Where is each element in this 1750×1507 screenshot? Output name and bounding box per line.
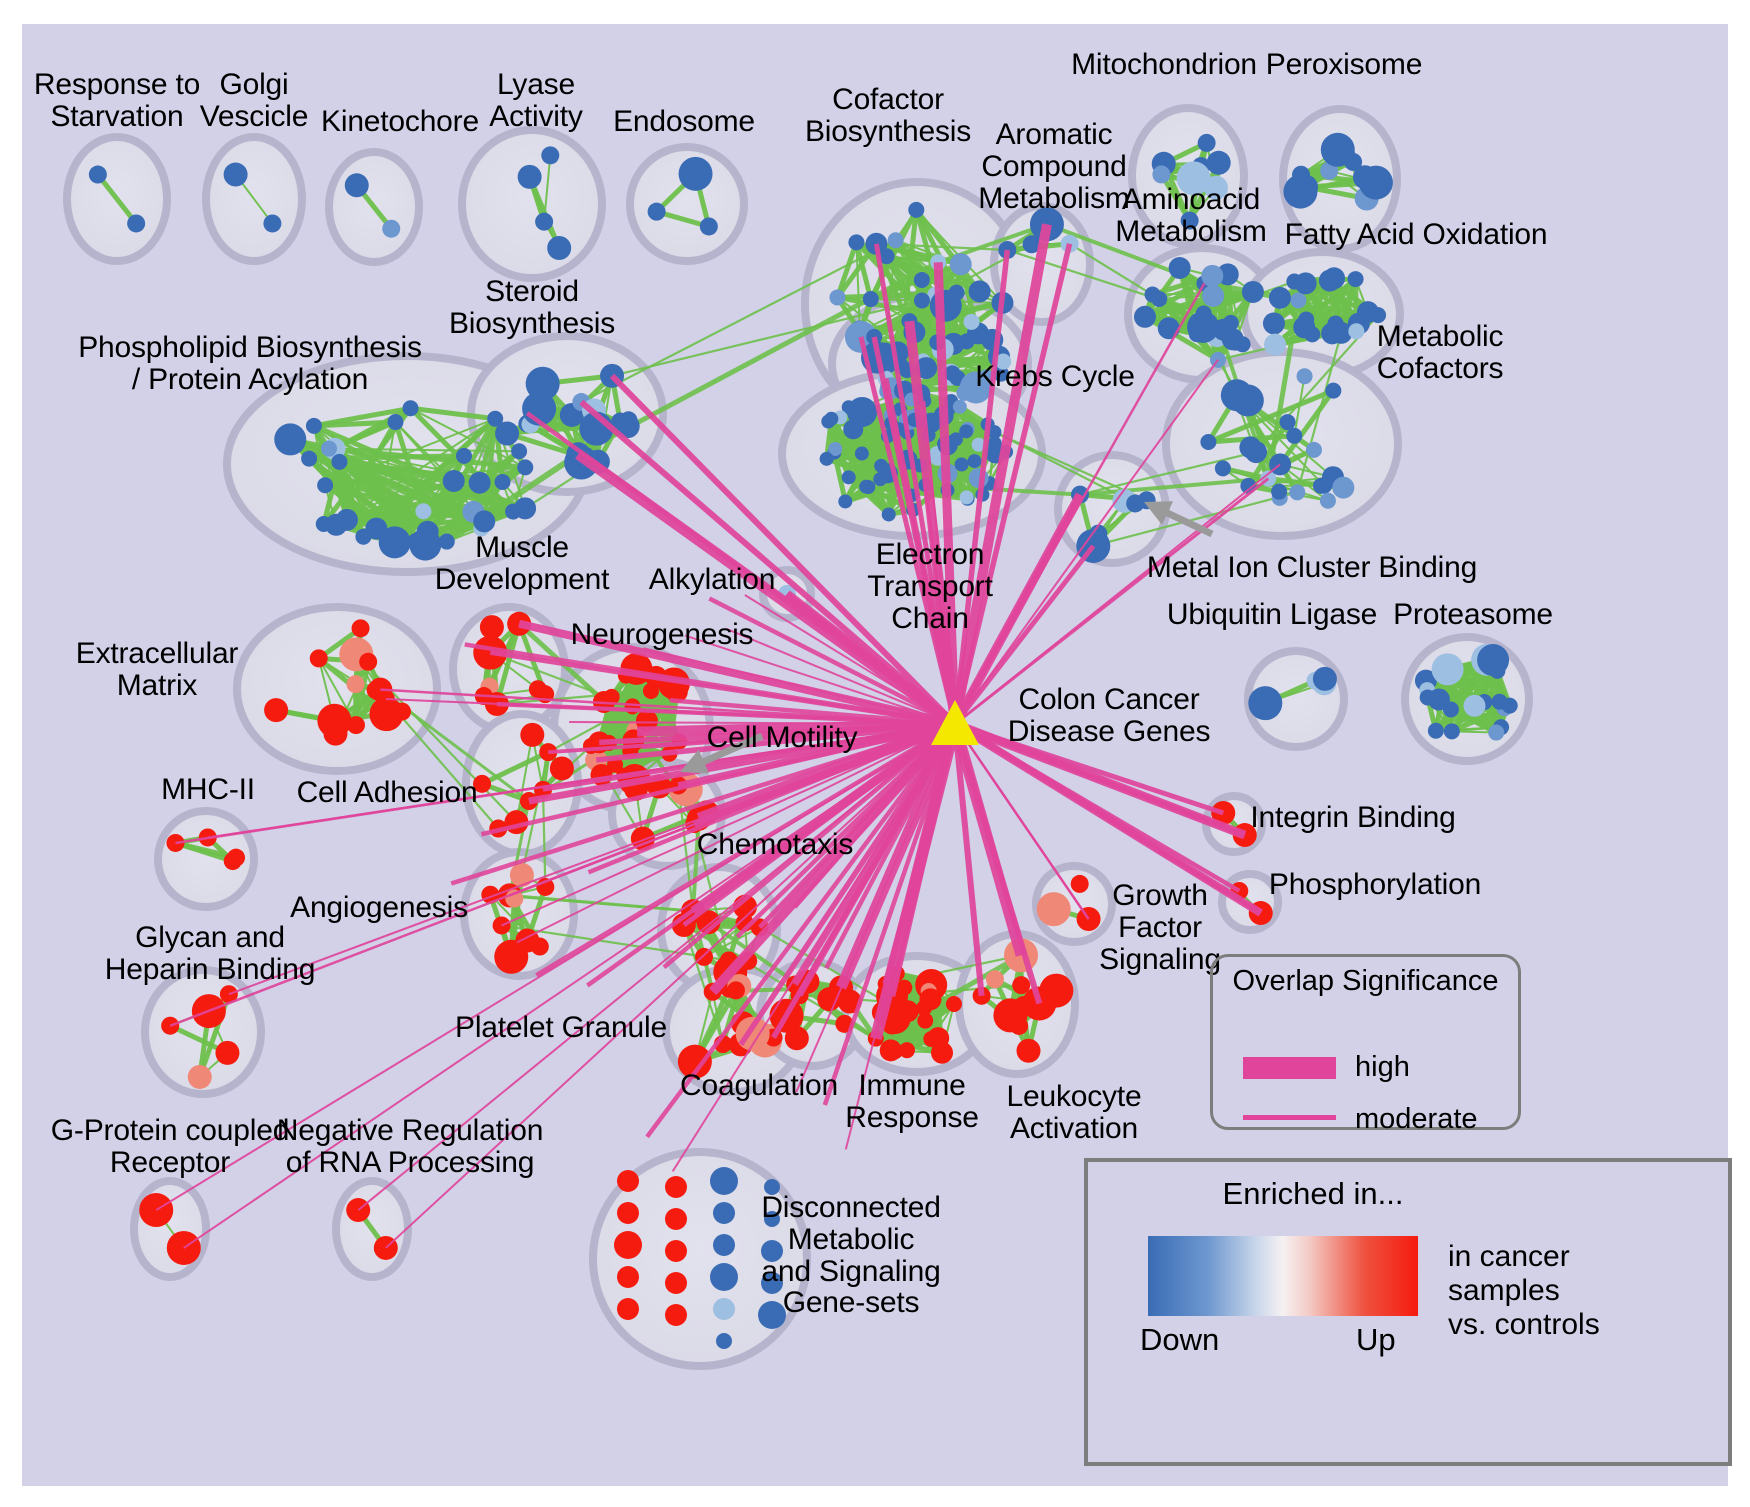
legend-overlap-title: Overlap Significance [1232,965,1499,997]
legend-overlap-significance: Overlap Significance high moderate [1210,954,1521,1135]
network-diagram: Response to Starvation Golgi Vescicle Kine… [22,24,1732,1486]
legend-high-label: high [1355,1051,1410,1083]
network-svg [63,104,1533,1370]
legend-moderate-swatch [1243,1115,1336,1120]
legend-enriched-in: Enriched in... Down Up in cancer samples… [1084,1158,1732,1466]
legend-color-ramp [1148,1236,1418,1316]
legend-side-label: in cancer samples vs. controls [1448,1240,1600,1342]
legend-down-label: Down [1140,1322,1220,1357]
legend-high-swatch [1243,1057,1336,1079]
legend-enriched-title: Enriched in... [1222,1176,1404,1211]
legend-up-label: Up [1356,1322,1396,1357]
legend-moderate-label: moderate [1355,1103,1478,1135]
